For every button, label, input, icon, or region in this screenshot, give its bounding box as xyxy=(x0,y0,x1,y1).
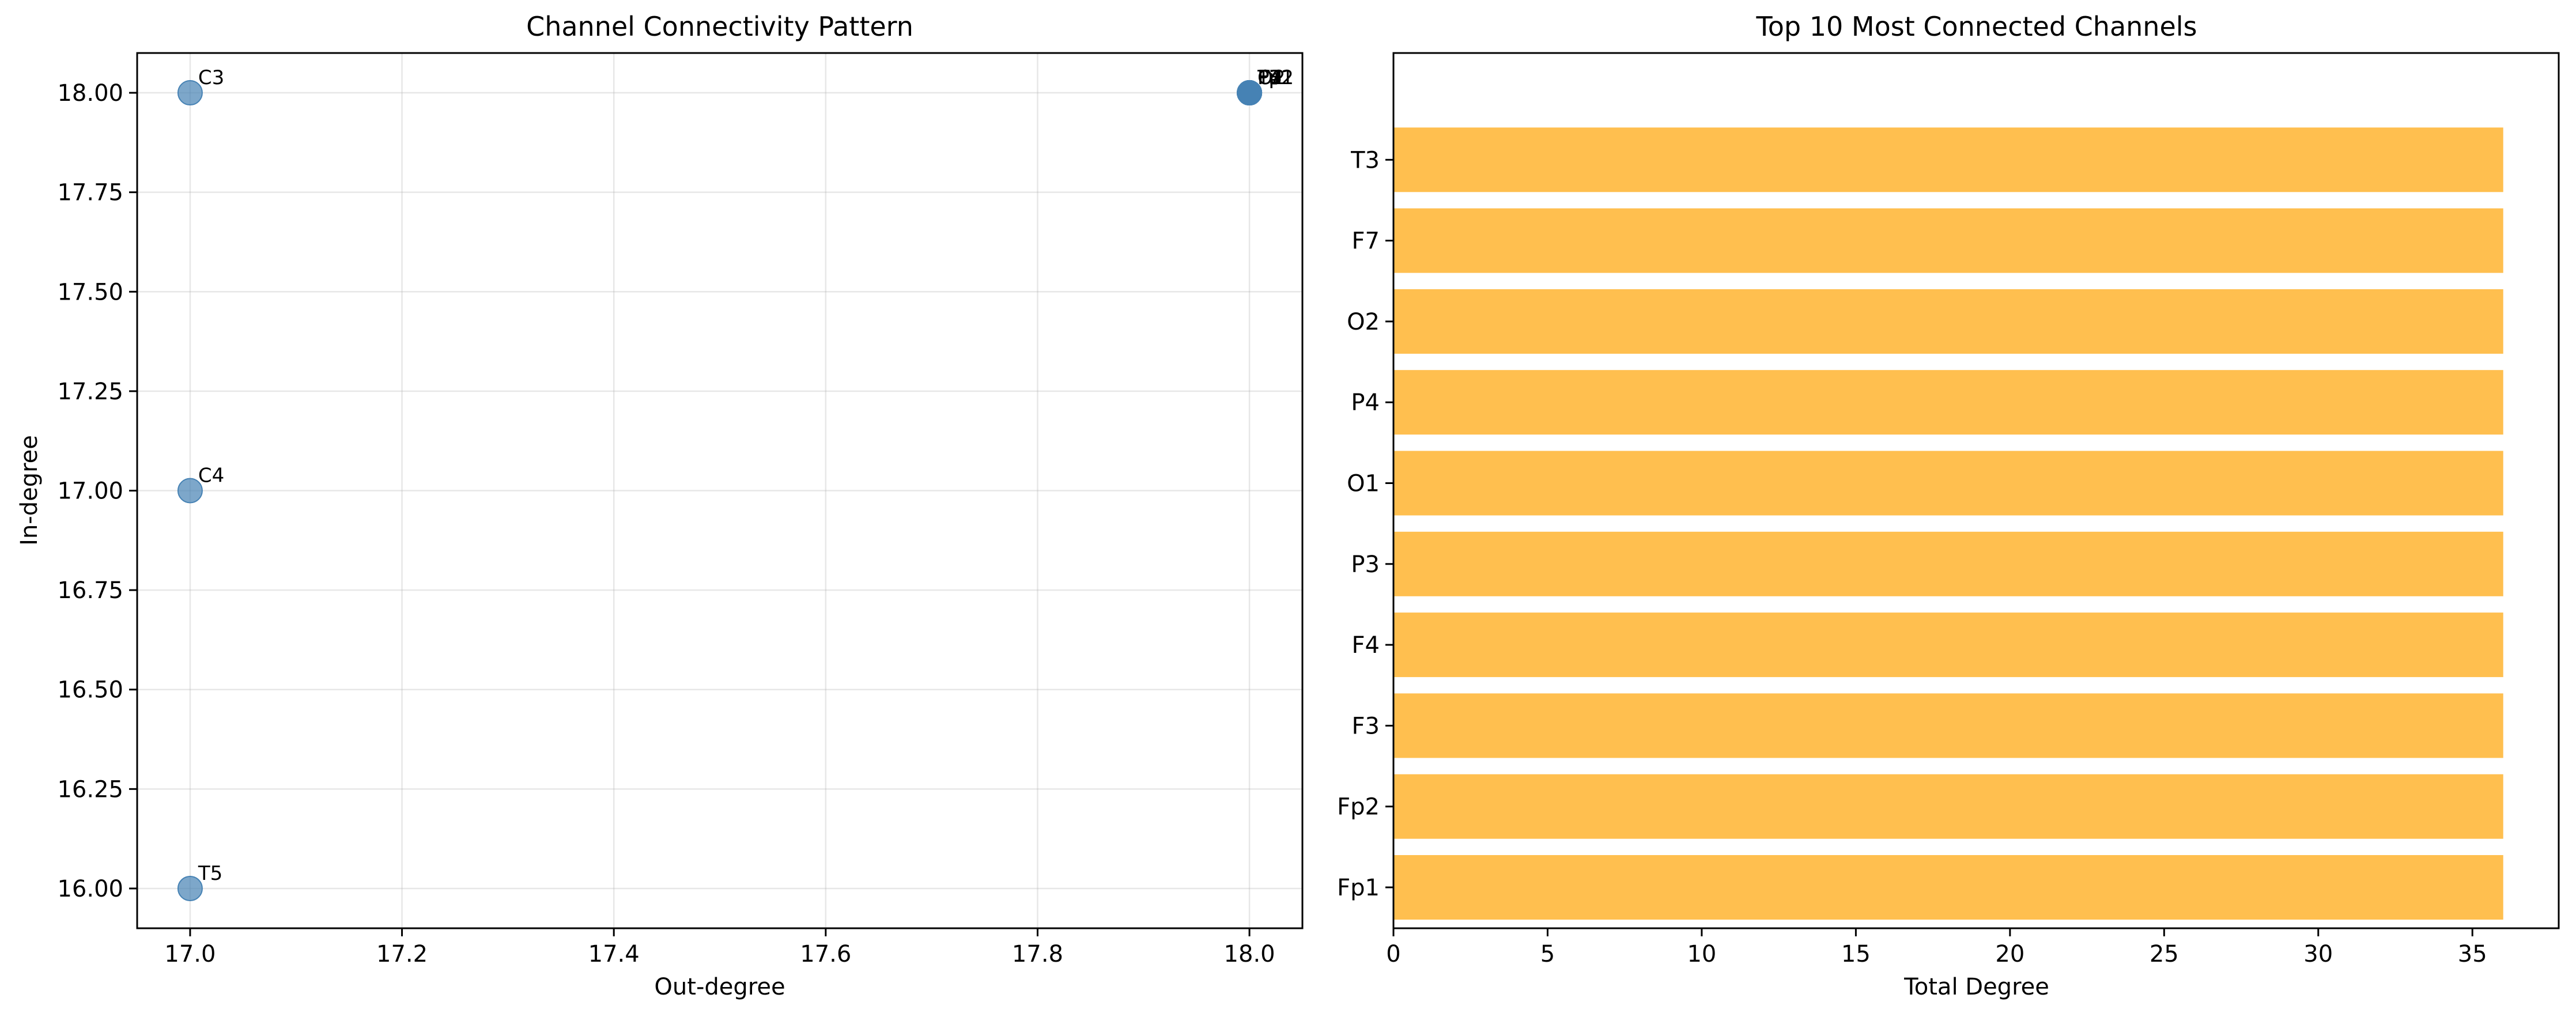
scatter-y-tick-label: 16.75 xyxy=(57,577,123,604)
bar-x-tick-label: 0 xyxy=(1386,941,1400,967)
scatter-point-label: F3 xyxy=(1257,66,1281,89)
scatter-panel: Channel Connectivity Pattern C3 C4 T5 Fp1Fp… xyxy=(16,11,1304,1000)
scatter-point-label: Fp2 xyxy=(1257,66,1294,89)
bar-bars xyxy=(1393,127,2503,920)
scatter-x-tick-label: 17.6 xyxy=(800,941,851,967)
scatter-point xyxy=(1237,80,1263,106)
scatter-y-tick-label: 16.25 xyxy=(57,776,123,803)
scatter-y-tick-label: 17.75 xyxy=(57,180,123,206)
bar-x-tick-label: 5 xyxy=(1540,941,1555,967)
scatter-x-tick-label: 17.2 xyxy=(376,941,428,967)
scatter-point xyxy=(177,875,203,901)
bar-x-tick-label: 15 xyxy=(1841,941,1871,967)
scatter-point-label: C3 xyxy=(198,66,224,89)
scatter-point-label: C4 xyxy=(198,464,224,487)
scatter-y-tick-label: 16.00 xyxy=(57,876,123,902)
bar-x-axis-label: Total Degree xyxy=(1903,974,2049,1000)
scatter-grid xyxy=(137,53,1302,928)
scatter-x-tick-label: 17.4 xyxy=(588,941,640,967)
scatter-title: Channel Connectivity Pattern xyxy=(526,11,913,42)
bar-x-tick-label: 30 xyxy=(2303,941,2333,967)
bar-x-tick-label: 25 xyxy=(2150,941,2179,967)
bar-y-tick-label: P3 xyxy=(1351,551,1380,578)
scatter-x-tick-label: 17.0 xyxy=(164,941,216,967)
scatter-x-tick-label: 18.0 xyxy=(1224,941,1275,967)
scatter-point xyxy=(177,80,203,106)
bar-title: Top 10 Most Connected Channels xyxy=(1756,11,2197,42)
bar xyxy=(1393,531,2503,596)
bar xyxy=(1393,774,2503,839)
scatter-point-label: Fp1 xyxy=(1257,66,1294,89)
scatter-y-tick-label: 17.00 xyxy=(57,478,123,505)
scatter-y-tick-label: 16.50 xyxy=(57,677,123,704)
bar-y-tick-label: F7 xyxy=(1352,228,1380,255)
bar xyxy=(1393,289,2503,354)
scatter-y-tick-label: 17.25 xyxy=(57,379,123,405)
bar-y-tick-label: Fp2 xyxy=(1337,794,1380,821)
bar-y-tick-label: F4 xyxy=(1352,632,1380,659)
scatter-point-label: P3 xyxy=(1257,66,1282,89)
scatter-x-axis-label: Out-degree xyxy=(654,974,785,1000)
bar xyxy=(1393,127,2503,192)
scatter-x-ticks: 17.0 17.2 17.4 17.6 17.8 18.0 xyxy=(164,928,1275,967)
scatter-y-ticks: 16.00 16.25 16.50 16.75 17.00 17.25 17.50 17.75… xyxy=(57,80,137,902)
bar xyxy=(1393,613,2503,678)
scatter-point-label: P4 xyxy=(1257,66,1282,89)
scatter-y-tick-label: 18.00 xyxy=(57,80,123,107)
scatter-point-label: F7 xyxy=(1257,66,1281,89)
scatter-y-tick-label: 17.50 xyxy=(57,279,123,305)
bar xyxy=(1393,855,2503,920)
bar xyxy=(1393,370,2503,435)
bar-x-tick-label: 10 xyxy=(1687,941,1716,967)
scatter-point-label: F4 xyxy=(1257,66,1281,89)
scatter-point-label: T5 xyxy=(198,862,222,885)
bar-y-tick-label: F3 xyxy=(1352,713,1380,739)
bar-y-tick-label: P4 xyxy=(1351,390,1380,416)
bar-y-tick-label: T3 xyxy=(1350,147,1380,173)
bar-y-tick-label: Fp1 xyxy=(1337,875,1380,901)
scatter-point-label: O1 xyxy=(1257,66,1285,89)
bar-x-ticks: 0 5 10 15 20 25 30 35 xyxy=(1386,928,2487,967)
bar-panel: Top 10 Most Connected Channels 0 5 10 15 20 2… xyxy=(1337,11,2560,1000)
scatter-points xyxy=(177,80,1263,901)
scatter-x-tick-label: 17.8 xyxy=(1012,941,1063,967)
bar-y-tick-label: O1 xyxy=(1347,471,1380,497)
bar xyxy=(1393,693,2503,758)
scatter-point-label: T3 xyxy=(1257,66,1282,89)
scatter-point-label: O2 xyxy=(1257,66,1285,89)
bar xyxy=(1393,451,2503,516)
scatter-y-axis-label: In-degree xyxy=(16,435,43,546)
bar-y-ticks: Fp1 Fp2 F3 F4 P3 O1 P4 O2 F7 T3 xyxy=(1337,147,1393,901)
scatter-point xyxy=(177,478,203,504)
bar-axes-frame xyxy=(1392,52,2560,929)
bar-x-tick-label: 35 xyxy=(2458,941,2487,967)
bar-y-tick-label: O2 xyxy=(1347,309,1380,335)
bar-x-tick-label: 20 xyxy=(1995,941,2024,967)
bar xyxy=(1393,208,2503,273)
